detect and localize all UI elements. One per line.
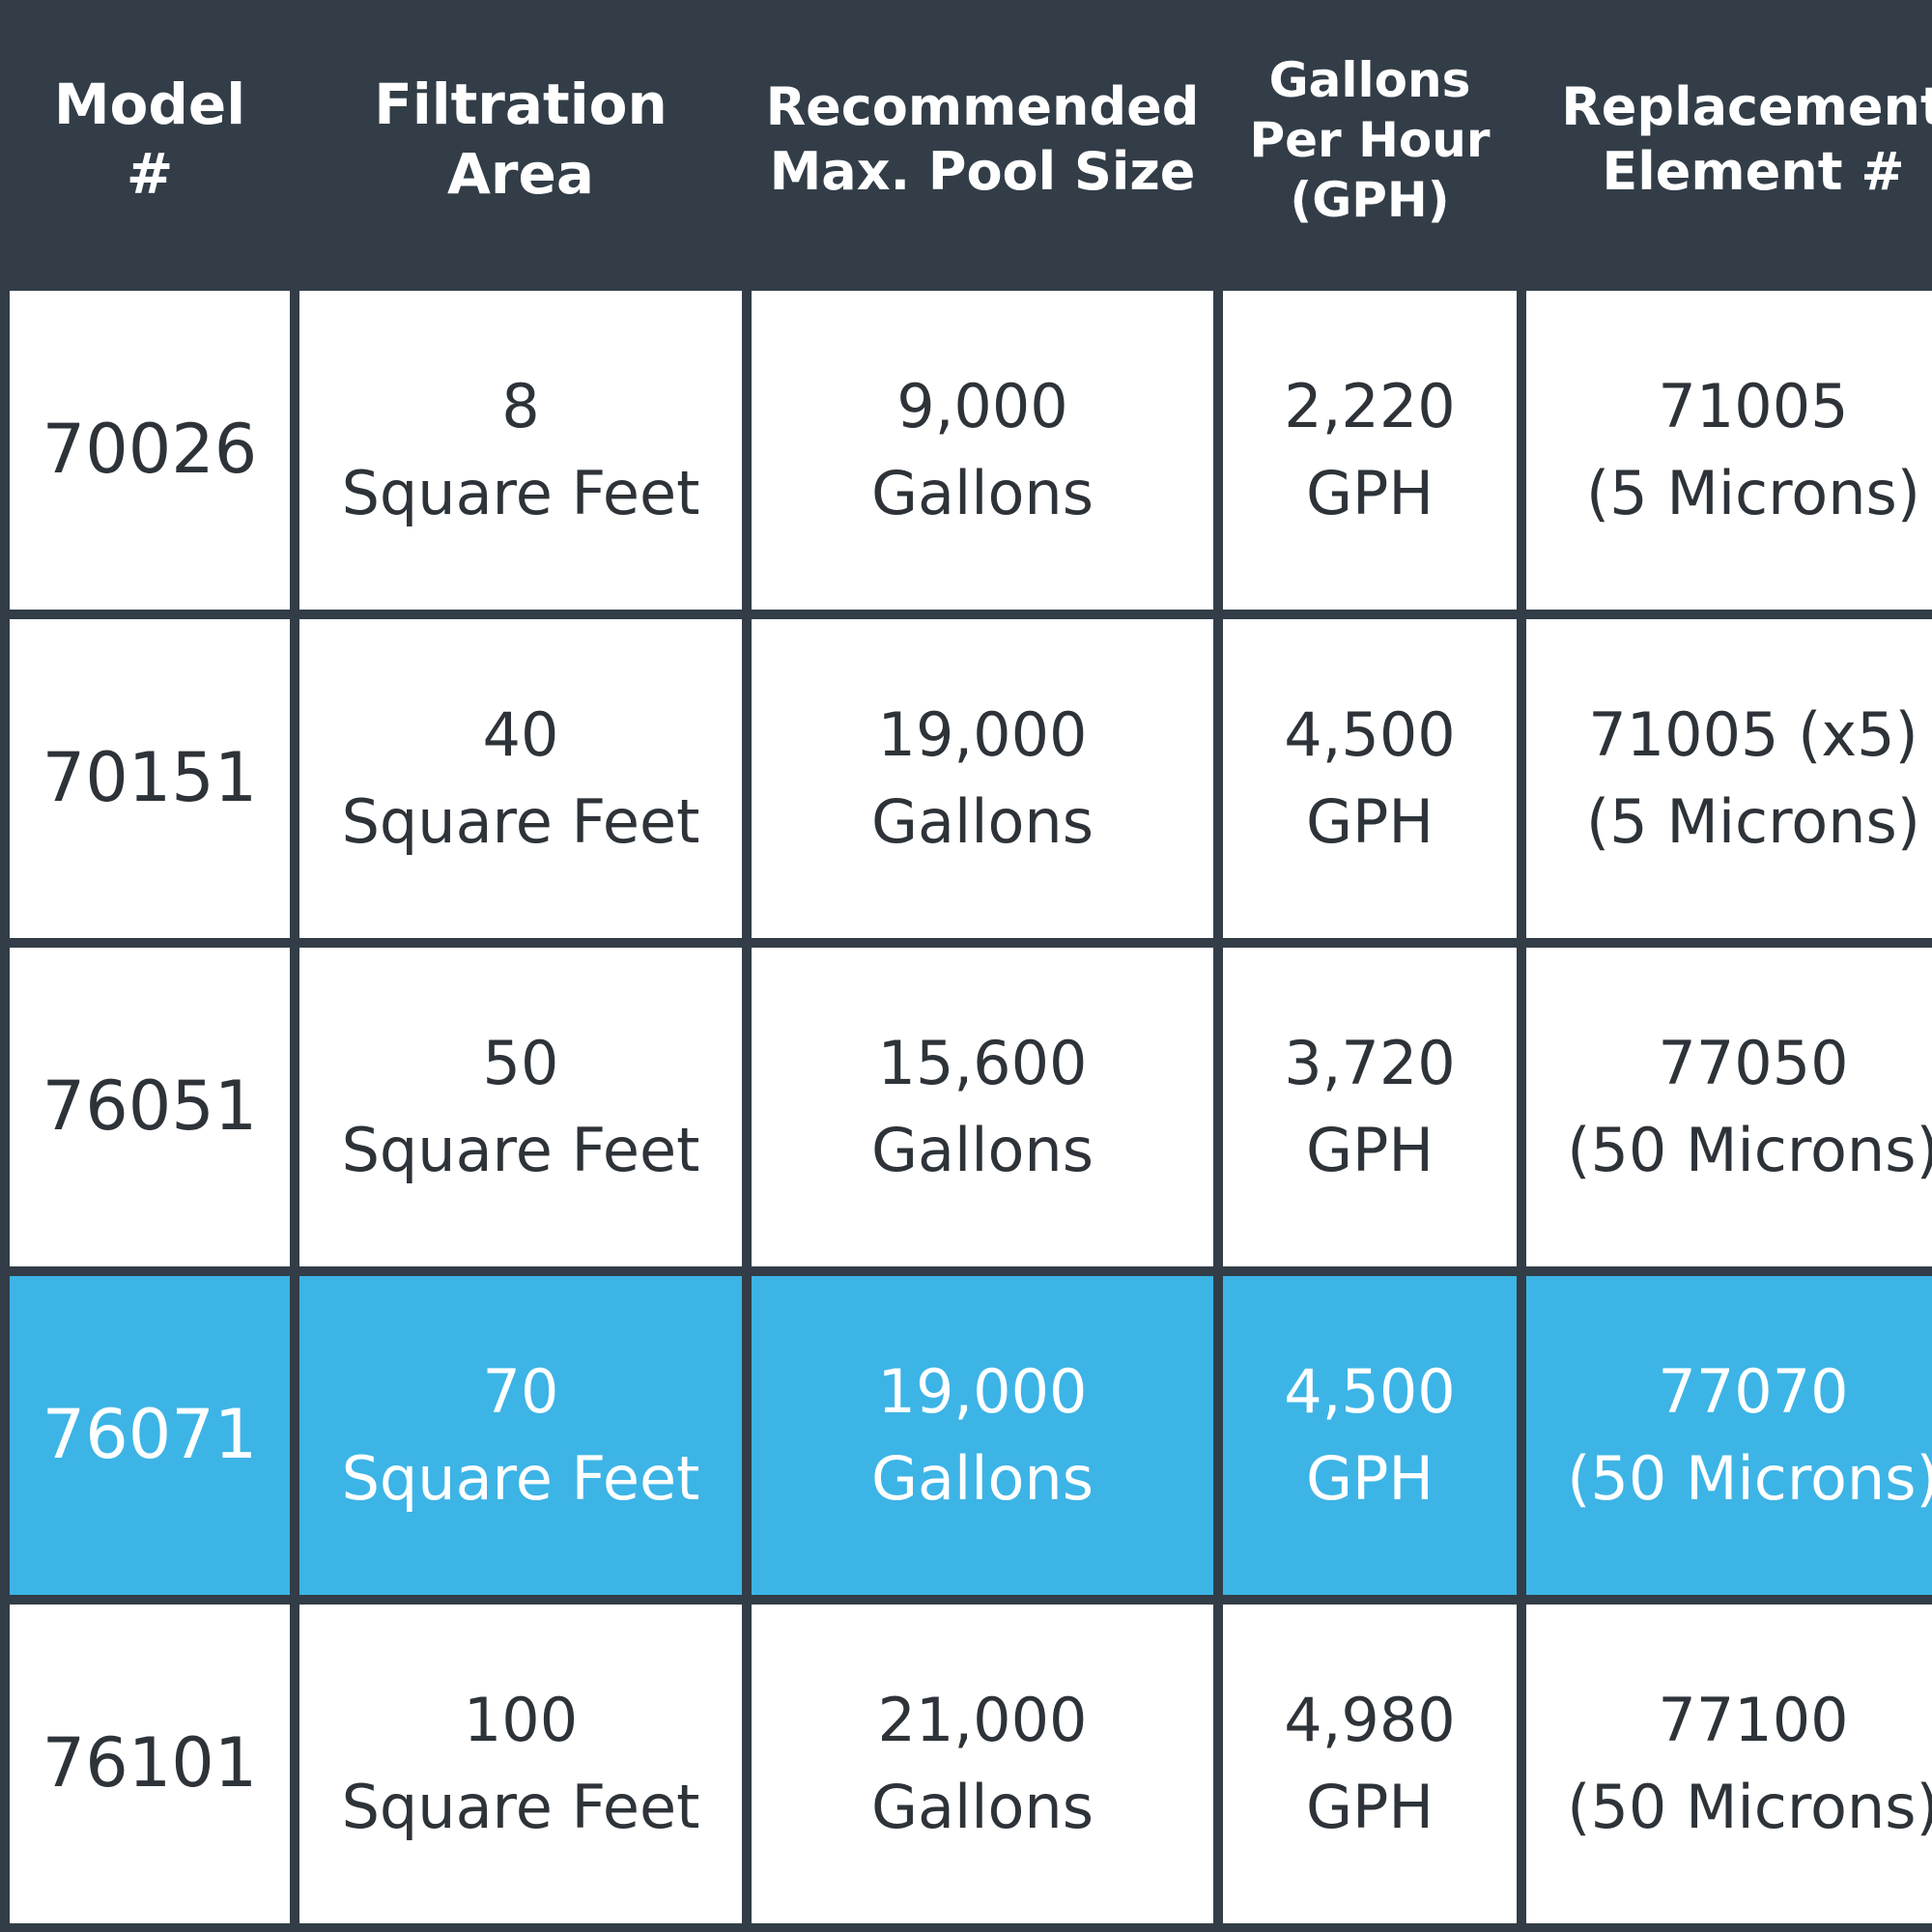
gph-cell-line-2: GPH: [1305, 1772, 1435, 1842]
pool-size-cell-line-1: 15,600: [877, 1028, 1088, 1099]
gph-cell-line-1: 2,220: [1284, 371, 1456, 442]
element-cell: 77070 (50 Microns): [1526, 1271, 1932, 1600]
area-cell-line-1: 8: [501, 371, 540, 442]
area-cell-line-2: Square Feet: [341, 786, 700, 857]
header-model-line-1: Model: [53, 71, 246, 138]
pool-size-cell-line-2: Gallons: [870, 1443, 1094, 1514]
header-pool-line-2: Max. Pool Size: [769, 141, 1196, 202]
gph-cell-line-2: GPH: [1305, 1115, 1435, 1185]
area-cell: 40 Square Feet: [299, 614, 742, 943]
gph-cell-line-2: GPH: [1305, 458, 1435, 528]
gph-cell-line-1: 3,720: [1284, 1028, 1456, 1099]
element-cell-line-1: 71005 (x5): [1588, 699, 1918, 771]
element-cell-line-2: (50 Microns): [1567, 1443, 1932, 1514]
area-cell-line-2: Square Feet: [341, 1443, 700, 1514]
pool-size-cell-line-2: Gallons: [870, 1115, 1094, 1185]
header-pool-line-1: Recommended: [765, 76, 1200, 138]
header-pool-size: Recommended Max. Pool Size: [752, 0, 1213, 286]
model-cell-line-1: 70151: [42, 738, 258, 818]
element-cell: 77050 (50 Microns): [1526, 943, 1932, 1271]
area-cell: 70 Square Feet: [299, 1271, 742, 1600]
gph-cell-line-1: 4,500: [1284, 1356, 1456, 1428]
gph-cell: 4,500 GPH: [1223, 1271, 1517, 1600]
model-cell: 76071: [10, 1271, 290, 1600]
element-cell-line-2: (50 Microns): [1567, 1115, 1932, 1185]
gph-cell-line-2: GPH: [1305, 1443, 1435, 1514]
area-cell: 50 Square Feet: [299, 943, 742, 1271]
header-gph-line-2: Per Hour: [1249, 112, 1491, 168]
element-cell: 77100 (50 Microns): [1526, 1600, 1932, 1928]
area-cell-line-1: 100: [463, 1685, 579, 1756]
area-cell: 8 Square Feet: [299, 286, 742, 614]
area-cell-line-2: Square Feet: [341, 1772, 700, 1842]
pool-size-cell-line-1: 19,000: [877, 1356, 1088, 1428]
model-cell: 70151: [10, 614, 290, 943]
gph-cell-line-1: 4,500: [1284, 699, 1456, 771]
pool-size-cell-line-2: Gallons: [870, 786, 1094, 857]
element-cell-line-1: 77070: [1658, 1356, 1849, 1428]
element-cell-line-1: 77050: [1658, 1028, 1849, 1099]
area-cell-line-2: Square Feet: [341, 1115, 700, 1185]
area-cell-line-1: 70: [482, 1356, 559, 1428]
pool-size-cell-line-1: 19,000: [877, 699, 1088, 771]
element-cell: 71005 (5 Microns): [1526, 286, 1932, 614]
element-cell-line-2: (5 Microns): [1586, 458, 1920, 528]
header-area-line-1: Filtration: [374, 71, 668, 138]
header-element-line-1: Replacement: [1561, 76, 1932, 138]
header-filtration-area: Filtration Area: [299, 0, 742, 286]
gph-cell-line-1: 4,980: [1284, 1685, 1456, 1756]
pool-size-cell-line-2: Gallons: [870, 1772, 1094, 1842]
pool-size-cell-line-1: 21,000: [877, 1685, 1088, 1756]
area-cell-line-1: 40: [482, 699, 559, 771]
area-cell: 100 Square Feet: [299, 1600, 742, 1928]
gph-cell: 4,500 GPH: [1223, 614, 1517, 943]
gph-cell: 4,980 GPH: [1223, 1600, 1517, 1928]
model-cell: 76101: [10, 1600, 290, 1928]
header-gph-line-1: Gallons: [1268, 52, 1471, 108]
area-cell-line-2: Square Feet: [341, 458, 700, 528]
pool-size-cell: 19,000 Gallons: [752, 1271, 1213, 1600]
header-replacement-element: Replacement Element #: [1526, 0, 1932, 286]
pool-size-cell: 9,000 Gallons: [752, 286, 1213, 614]
model-cell-line-1: 76051: [42, 1066, 258, 1147]
model-cell-line-1: 70026: [42, 410, 258, 490]
pool-size-cell-line-1: 9,000: [896, 371, 1068, 442]
pool-size-cell: 19,000 Gallons: [752, 614, 1213, 943]
header-model-line-2: #: [126, 141, 174, 207]
gph-cell: 3,720 GPH: [1223, 943, 1517, 1271]
pool-size-cell: 15,600 Gallons: [752, 943, 1213, 1271]
element-cell: 71005 (x5) (5 Microns): [1526, 614, 1932, 943]
header-model: Model #: [10, 0, 290, 286]
model-cell-line-1: 76101: [42, 1723, 258, 1804]
element-cell-line-1: 77100: [1658, 1685, 1849, 1756]
element-cell-line-2: (5 Microns): [1586, 786, 1920, 857]
header-gph-line-3: (GPH): [1290, 172, 1450, 228]
gph-cell-line-2: GPH: [1305, 786, 1435, 857]
pool-size-cell: 21,000 Gallons: [752, 1600, 1213, 1928]
header-area-line-2: Area: [447, 141, 594, 207]
header-gph: Gallons Per Hour (GPH): [1223, 0, 1517, 286]
area-cell-line-1: 50: [482, 1028, 559, 1099]
gph-cell: 2,220 GPH: [1223, 286, 1517, 614]
model-cell-line-1: 76071: [42, 1395, 258, 1475]
element-cell-line-2: (50 Microns): [1567, 1772, 1932, 1842]
model-cell: 70026: [10, 286, 290, 614]
header-element-line-2: Element #: [1602, 141, 1905, 202]
element-cell-line-1: 71005: [1658, 371, 1849, 442]
pool-size-cell-line-2: Gallons: [870, 458, 1094, 528]
model-cell: 76051: [10, 943, 290, 1271]
